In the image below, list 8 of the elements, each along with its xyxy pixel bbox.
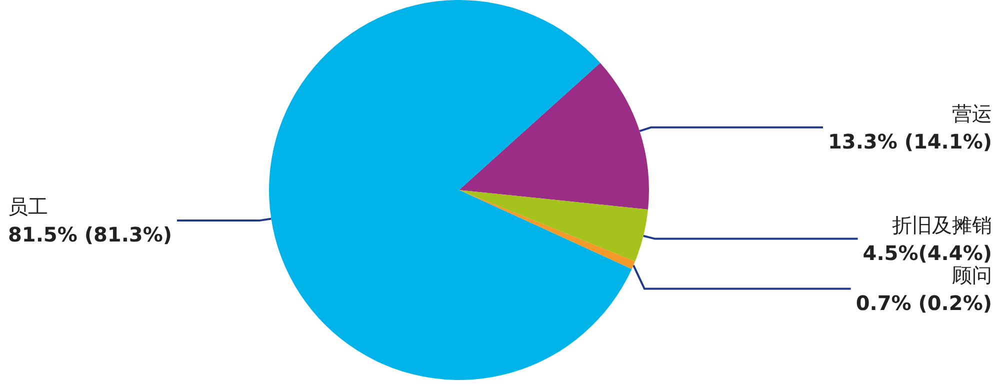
data-label: 0.7% (0.2%) [856, 290, 992, 315]
data-label: 13.3% (14.1%) [828, 129, 992, 154]
data-label: 81.5% (81.3%) [8, 222, 172, 247]
slice-label: 顾问 [952, 262, 992, 287]
data-label: 4.5%(4.4%) [862, 240, 992, 265]
slice-label: 折旧及摊销 [892, 212, 992, 237]
slice-label: 员工 [8, 194, 48, 219]
slice-label: 营运 [952, 101, 992, 126]
